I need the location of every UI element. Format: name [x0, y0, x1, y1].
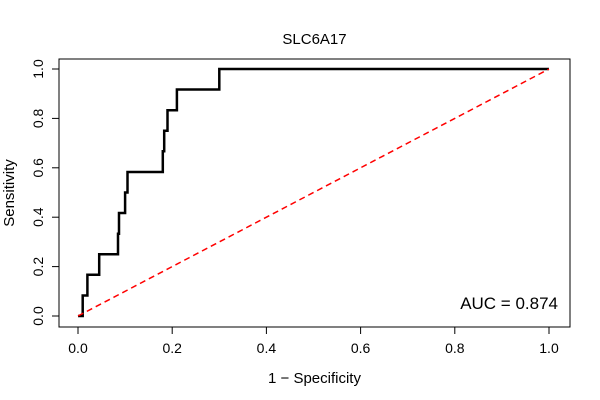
auc-annotation: AUC = 0.874	[460, 294, 558, 313]
chart-title: SLC6A17	[282, 31, 346, 48]
y-tick-label: 0.0	[30, 306, 46, 326]
x-tick-label: 0.6	[351, 340, 371, 356]
x-axis-label: 1 − Specificity	[268, 370, 361, 387]
y-tick-label: 0.2	[30, 257, 46, 277]
x-tick-label: 0.2	[162, 340, 182, 356]
x-tick-label: 0.0	[68, 340, 88, 356]
x-tick-label: 0.8	[445, 340, 465, 356]
y-axis: 0.0 0.2 0.4 0.6 0.8 1.0	[30, 59, 60, 326]
y-axis-label: Sensitivity	[1, 159, 18, 227]
reference-diagonal-line	[77, 68, 550, 317]
y-tick-label: 0.4	[30, 207, 46, 227]
y-tick-label: 0.6	[30, 158, 46, 178]
x-tick-label: 0.4	[257, 340, 277, 356]
x-tick-label: 1.0	[539, 340, 559, 356]
roc-curve-line	[78, 67, 549, 318]
y-tick-label: 0.8	[30, 108, 46, 128]
y-tick-label: 1.0	[30, 59, 46, 79]
x-axis: 0.0 0.2 0.4 0.6 0.8 1.0	[68, 326, 559, 356]
series-layer	[77, 67, 550, 318]
